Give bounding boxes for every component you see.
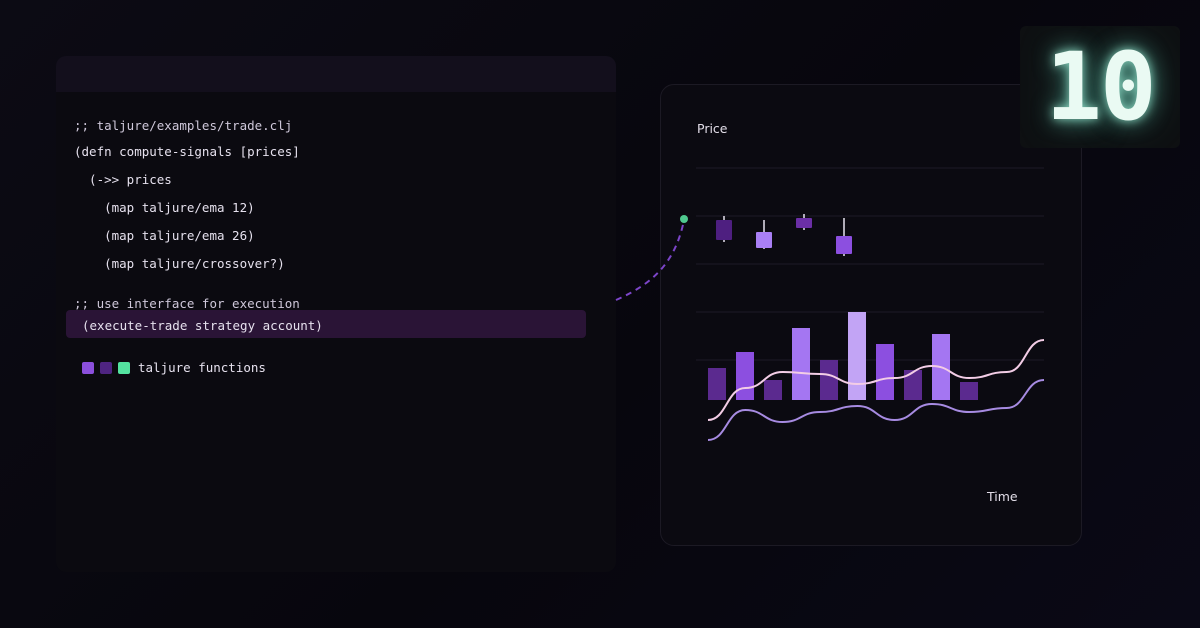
code-line-crossover: (map taljure/crossover?) bbox=[74, 256, 285, 271]
x-axis-label: Time bbox=[987, 489, 1018, 504]
legend-label: taljure functions bbox=[138, 360, 266, 375]
connector-endpoint-dot bbox=[680, 215, 688, 223]
candle-body-1 bbox=[756, 232, 772, 248]
legend-swatch-green bbox=[118, 362, 130, 374]
legend-swatch-purple bbox=[82, 362, 94, 374]
code-line-defn: (defn compute-signals [prices] bbox=[74, 144, 300, 159]
bar-6 bbox=[876, 344, 894, 400]
y-axis-label: Price bbox=[697, 121, 728, 136]
candle-body-2 bbox=[796, 218, 812, 228]
connector-dashed-line bbox=[615, 219, 685, 301]
chart-card: Price Time bbox=[660, 84, 1082, 546]
code-line-ema-26: (map taljure/ema 26) bbox=[74, 228, 255, 243]
series-line-1 bbox=[707, 379, 1045, 441]
code-editor-panel: ;; taljure/examples/trade.clj (defn comp… bbox=[56, 56, 616, 572]
code-line-ema-12: (map taljure/ema 12) bbox=[74, 200, 255, 215]
candle-body-0 bbox=[716, 220, 732, 240]
candle-body-3 bbox=[836, 236, 852, 254]
bar-4 bbox=[820, 360, 838, 400]
code-line-comment-file: ;; taljure/examples/trade.clj bbox=[74, 118, 293, 133]
bar-7 bbox=[904, 370, 922, 400]
bar-9 bbox=[960, 382, 978, 400]
bar-5 bbox=[848, 312, 866, 400]
highlighted-code-line bbox=[66, 310, 586, 338]
bar-2 bbox=[764, 380, 782, 400]
bar-3 bbox=[792, 328, 810, 400]
code-line-execute-trade: (execute-trade strategy account) bbox=[82, 318, 323, 333]
bar-0 bbox=[708, 368, 726, 400]
code-line-comment-interface: ;; use interface for execution bbox=[74, 296, 300, 311]
legend-swatch-dark-purple bbox=[100, 362, 112, 374]
code-line-thread: (->> prices bbox=[74, 172, 172, 187]
version-badge: 10 bbox=[1020, 26, 1180, 148]
editor-header-bar bbox=[56, 56, 616, 92]
badge-number: 10 bbox=[1045, 32, 1156, 142]
bar-1 bbox=[736, 352, 754, 400]
series-line-0 bbox=[707, 339, 1045, 421]
